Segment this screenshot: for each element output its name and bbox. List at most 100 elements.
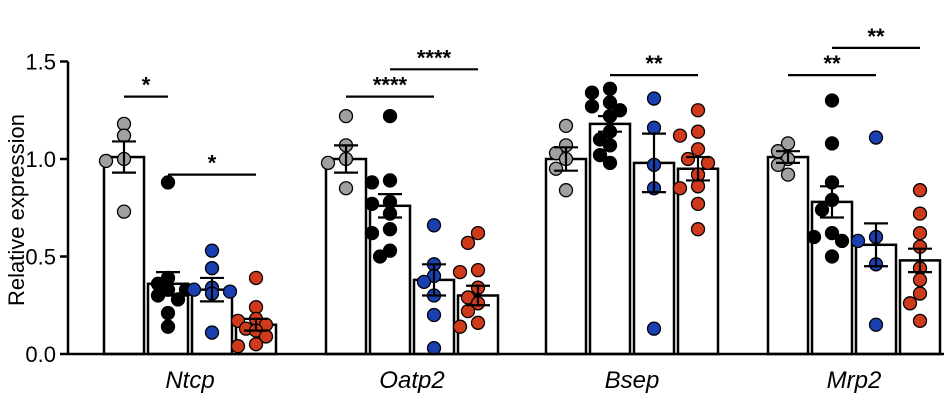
- data-point: [602, 138, 618, 153]
- data-point: [160, 175, 176, 190]
- data-point: [868, 130, 884, 145]
- data-point: [824, 93, 840, 108]
- data-point: [806, 229, 822, 245]
- data-point: [690, 179, 706, 194]
- data-point: [824, 136, 840, 151]
- y-tick-label: 1.0: [25, 147, 56, 172]
- data-point: [470, 262, 486, 278]
- significance-label: **: [645, 51, 663, 76]
- data-point: [204, 325, 220, 340]
- significance-label: **: [867, 24, 885, 49]
- data-point: [204, 243, 220, 258]
- data-point: [382, 173, 398, 188]
- y-tick-label: 0.0: [25, 342, 56, 367]
- data-point: [584, 85, 600, 100]
- data-point: [426, 340, 442, 356]
- data-point: [116, 204, 132, 219]
- data-point: [382, 222, 398, 237]
- y-tick-label: 1.5: [25, 50, 56, 75]
- data-point: [868, 317, 884, 332]
- data-point: [338, 181, 354, 196]
- data-point: [222, 284, 238, 299]
- bar-mrp2-1: [766, 155, 810, 356]
- data-point: [690, 222, 706, 237]
- bar-bsep-4: [676, 167, 720, 356]
- data-point: [338, 108, 354, 124]
- bar-mrp2-2: [810, 200, 854, 356]
- data-point: [230, 339, 246, 354]
- data-point: [416, 274, 432, 290]
- data-point: [780, 167, 796, 182]
- data-point: [780, 136, 796, 151]
- data-point: [460, 303, 476, 319]
- significance-label: ****: [417, 45, 452, 70]
- significance-layer: ********** ** ****: [124, 24, 920, 176]
- data-point: [912, 272, 928, 288]
- data-point: [690, 103, 706, 118]
- x-tick-label: Oatp2: [379, 367, 444, 394]
- bar-ntcp-1: [102, 155, 146, 356]
- data-point: [558, 118, 574, 133]
- significance-label: *: [208, 151, 217, 176]
- data-point: [680, 151, 696, 167]
- data-point: [204, 261, 220, 276]
- data-point: [902, 296, 918, 311]
- data-point: [116, 128, 132, 143]
- data-point: [824, 225, 840, 241]
- data-point: [372, 249, 388, 264]
- data-point: [460, 235, 476, 251]
- data-point: [602, 155, 618, 171]
- data-point: [558, 183, 574, 198]
- error-bars-layer: [112, 114, 932, 332]
- data-point: [364, 196, 380, 212]
- data-point: [814, 202, 830, 217]
- data-point: [364, 175, 380, 190]
- y-axis-label: Relative expression: [4, 114, 29, 306]
- data-point: [834, 233, 850, 249]
- data-point: [160, 305, 176, 321]
- x-axis-labels: Ntcp Oatp2 Bsep Mrp2: [165, 367, 881, 394]
- data-point: [646, 321, 662, 336]
- data-point: [912, 225, 928, 241]
- data-point: [470, 225, 486, 241]
- y-tick-label: 0.5: [25, 245, 56, 270]
- data-point: [452, 264, 468, 280]
- data-point: [690, 142, 706, 157]
- data-point: [912, 286, 928, 301]
- data-point: [592, 147, 608, 163]
- data-point: [690, 124, 706, 139]
- data-point: [584, 99, 600, 114]
- data-point: [672, 128, 688, 143]
- x-tick-label: Mrp2: [827, 367, 882, 394]
- data-point: [690, 196, 706, 212]
- data-point: [426, 218, 442, 233]
- data-point: [850, 233, 866, 249]
- x-tick-label: Bsep: [605, 367, 660, 394]
- data-point: [98, 153, 114, 169]
- data-point: [602, 81, 618, 96]
- data-point: [186, 282, 202, 297]
- data-point: [116, 116, 132, 132]
- data-point: [364, 225, 380, 241]
- data-point: [452, 319, 468, 334]
- significance-label: *: [142, 73, 151, 98]
- significance-label: **: [823, 51, 841, 76]
- data-point: [912, 313, 928, 329]
- data-point: [646, 120, 662, 135]
- data-point: [912, 183, 928, 198]
- data-point: [672, 181, 688, 196]
- data-point: [248, 337, 264, 352]
- data-point: [382, 108, 398, 124]
- data-point: [646, 91, 662, 106]
- data-point: [700, 155, 716, 171]
- data-point: [824, 249, 840, 264]
- data-point: [770, 157, 786, 173]
- data-point: [160, 319, 176, 334]
- data-point: [548, 161, 564, 176]
- x-tick-label: Ntcp: [165, 367, 214, 394]
- data-point: [426, 307, 442, 323]
- y-axis: 0.0 0.5 1.0 1.5: [25, 50, 70, 367]
- data-point: [470, 315, 486, 330]
- significance-label: ****: [373, 73, 408, 98]
